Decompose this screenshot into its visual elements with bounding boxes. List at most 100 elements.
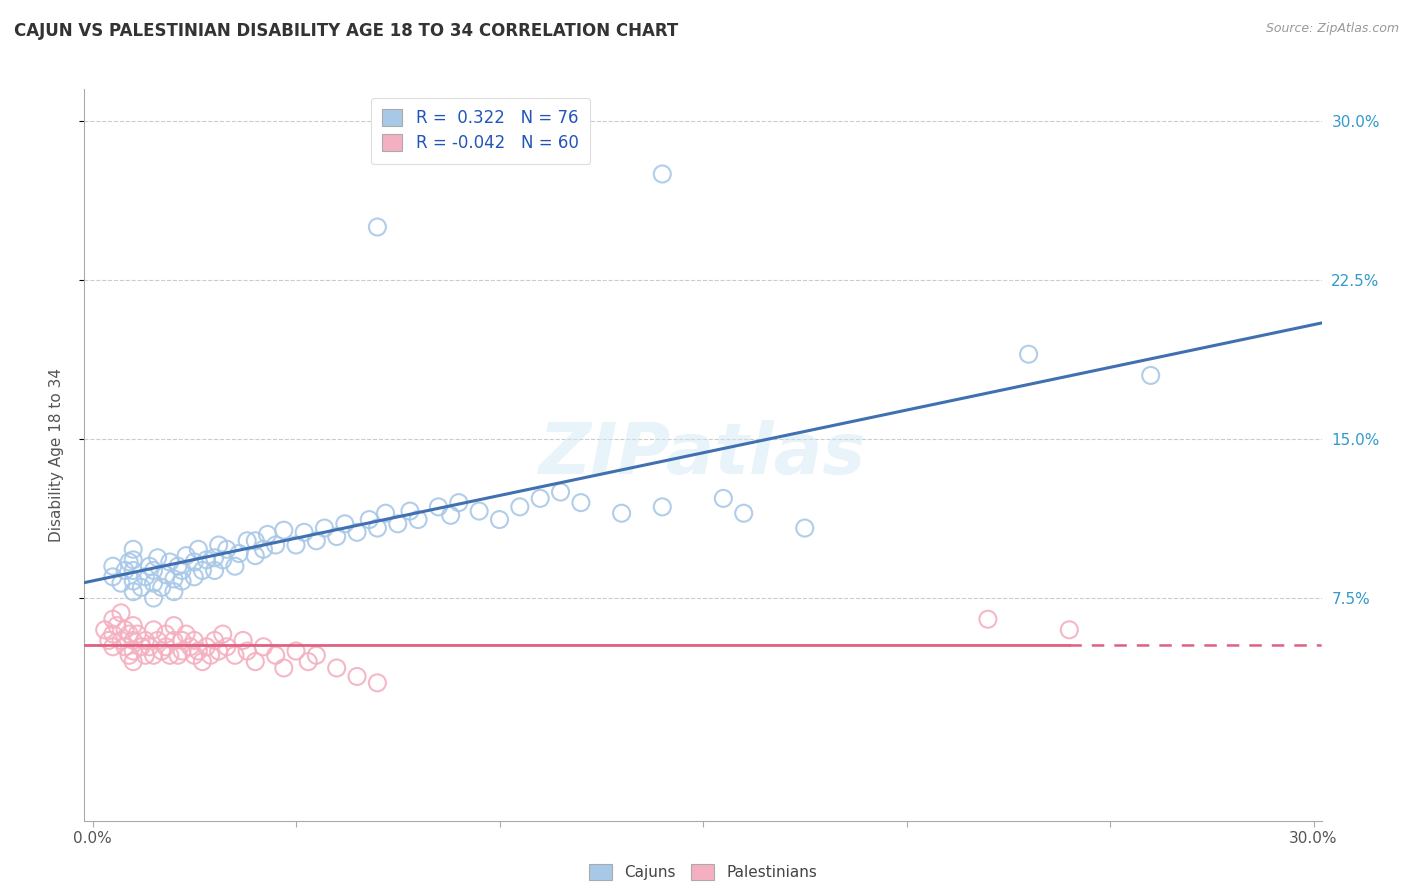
Point xyxy=(468,504,491,518)
Point xyxy=(150,581,173,595)
Point xyxy=(101,627,124,641)
Point xyxy=(183,570,205,584)
Point xyxy=(733,506,755,520)
Point xyxy=(174,627,197,641)
Point xyxy=(793,521,815,535)
Point xyxy=(711,491,734,506)
Point xyxy=(252,542,274,557)
Point xyxy=(142,591,165,605)
Point xyxy=(167,559,190,574)
Point xyxy=(163,618,186,632)
Point xyxy=(529,491,551,506)
Point xyxy=(374,506,396,520)
Point xyxy=(224,559,246,574)
Point xyxy=(211,627,233,641)
Point xyxy=(118,648,141,663)
Point xyxy=(122,564,145,578)
Point xyxy=(134,633,156,648)
Point xyxy=(346,525,368,540)
Point xyxy=(122,633,145,648)
Point xyxy=(195,553,218,567)
Point xyxy=(224,648,246,663)
Point xyxy=(245,655,267,669)
Point xyxy=(110,633,132,648)
Point xyxy=(366,676,388,690)
Point xyxy=(440,508,463,523)
Point xyxy=(142,576,165,591)
Point xyxy=(204,550,226,565)
Point xyxy=(118,627,141,641)
Point xyxy=(122,584,145,599)
Point xyxy=(122,574,145,588)
Point xyxy=(427,500,450,514)
Point xyxy=(101,570,124,584)
Point xyxy=(159,648,181,663)
Point xyxy=(651,500,673,514)
Point xyxy=(297,655,319,669)
Point xyxy=(550,485,572,500)
Point xyxy=(208,644,231,658)
Point xyxy=(387,516,409,531)
Point xyxy=(122,644,145,658)
Point xyxy=(232,633,254,648)
Point xyxy=(170,564,193,578)
Point xyxy=(977,612,1000,626)
Point xyxy=(245,549,267,563)
Point xyxy=(127,627,149,641)
Point xyxy=(195,640,218,654)
Point xyxy=(264,648,287,663)
Point xyxy=(569,495,592,509)
Point xyxy=(1139,368,1161,383)
Point xyxy=(163,584,186,599)
Point xyxy=(447,495,470,509)
Point xyxy=(273,523,295,537)
Point xyxy=(325,661,347,675)
Point xyxy=(215,542,238,557)
Point xyxy=(163,572,186,586)
Point xyxy=(509,500,531,514)
Text: CAJUN VS PALESTINIAN DISABILITY AGE 18 TO 34 CORRELATION CHART: CAJUN VS PALESTINIAN DISABILITY AGE 18 T… xyxy=(14,22,678,40)
Point xyxy=(325,530,347,544)
Point xyxy=(122,542,145,557)
Point xyxy=(101,559,124,574)
Point xyxy=(174,549,197,563)
Point xyxy=(305,648,328,663)
Y-axis label: Disability Age 18 to 34: Disability Age 18 to 34 xyxy=(49,368,63,542)
Point xyxy=(122,553,145,567)
Point xyxy=(245,533,267,548)
Point xyxy=(252,640,274,654)
Point xyxy=(155,640,177,654)
Point xyxy=(138,559,160,574)
Point xyxy=(285,538,308,552)
Point xyxy=(114,564,136,578)
Point xyxy=(228,547,250,561)
Point xyxy=(110,576,132,591)
Point xyxy=(359,512,381,526)
Point xyxy=(93,623,115,637)
Point xyxy=(146,550,169,565)
Point xyxy=(170,574,193,588)
Point xyxy=(200,648,222,663)
Point xyxy=(142,648,165,663)
Point xyxy=(114,623,136,637)
Point xyxy=(236,644,259,658)
Point xyxy=(406,512,429,526)
Point xyxy=(292,525,315,540)
Point xyxy=(183,555,205,569)
Point xyxy=(187,644,209,658)
Legend: Cajuns, Palestinians: Cajuns, Palestinians xyxy=(583,858,823,886)
Point xyxy=(97,633,120,648)
Text: ZIPatlas: ZIPatlas xyxy=(540,420,866,490)
Point xyxy=(191,655,214,669)
Point xyxy=(159,555,181,569)
Point xyxy=(179,640,201,654)
Point xyxy=(170,644,193,658)
Point xyxy=(114,640,136,654)
Point xyxy=(1059,623,1081,637)
Point xyxy=(155,567,177,582)
Point xyxy=(150,644,173,658)
Point xyxy=(285,644,308,658)
Point xyxy=(211,553,233,567)
Point xyxy=(204,633,226,648)
Point xyxy=(167,648,190,663)
